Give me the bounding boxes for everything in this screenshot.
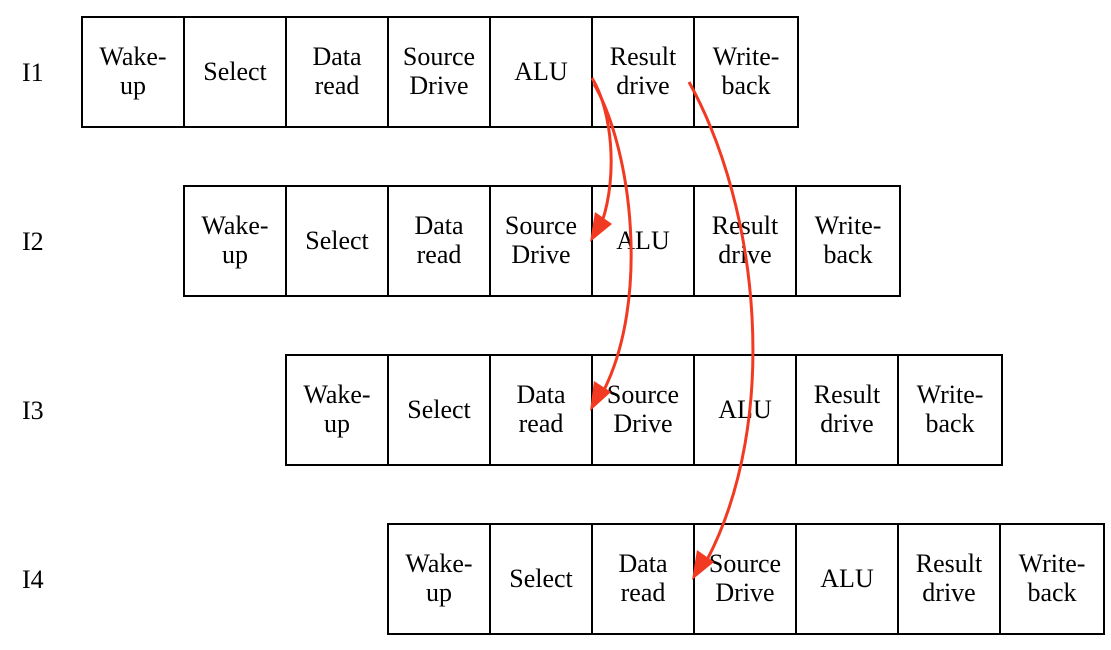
arrow-result-to-i4-source-drive [687, 81, 755, 580]
pipeline-i2: Wake- up Select Data read Source Drive A… [183, 185, 901, 297]
stage-writeback: Write- back [916, 380, 984, 438]
row-label-i4: I4 [22, 565, 44, 594]
stage-data-read: Data read [593, 525, 695, 633]
stage-source-drive: Source Drive [389, 18, 491, 126]
stage-alu: ALU [695, 356, 797, 464]
stage-result-drive: Result drive [797, 356, 899, 464]
stage-alu: ALU [797, 525, 899, 633]
pipeline-i4: Wake- up Select Data read Source Drive A… [387, 523, 1105, 635]
stage-result-drive: Result drive [899, 525, 1001, 633]
stage-source-drive: Source Drive [593, 356, 695, 464]
stage-alu: ALU [593, 187, 695, 295]
stage-select: Select [491, 525, 593, 633]
stage-source-drive: Source Drive [695, 525, 797, 633]
stage-wakeup: Wake- up [185, 187, 287, 295]
stage-wakeup: Wake- up [83, 18, 185, 126]
stage-writeback: Write- back [814, 211, 882, 269]
stage-wakeup: Wake- up [389, 525, 491, 633]
pipeline-i3: Wake- up Select Data read Source Drive A… [285, 354, 1003, 466]
stage-data-read: Data read [389, 187, 491, 295]
row-label-i2: I2 [22, 227, 44, 256]
stage-result-drive: Result drive [695, 187, 797, 295]
stage-select: Select [287, 187, 389, 295]
stage-source-drive: Source Drive [491, 187, 593, 295]
row-label-i3: I3 [22, 396, 44, 425]
stage-alu: ALU [491, 18, 593, 126]
stage-data-read: Data read [491, 356, 593, 464]
stage-writeback: Write- back [712, 42, 780, 100]
stage-select: Select [389, 356, 491, 464]
stage-select: Select [185, 18, 287, 126]
stage-result-drive: Result drive [593, 18, 695, 126]
row-label-i1: I1 [22, 58, 44, 87]
pipeline-i1: Wake- up Select Data read Source Drive A… [81, 16, 799, 128]
stage-data-read: Data read [287, 18, 389, 126]
stage-wakeup: Wake- up [287, 356, 389, 464]
stage-writeback: Write- back [1018, 549, 1086, 607]
